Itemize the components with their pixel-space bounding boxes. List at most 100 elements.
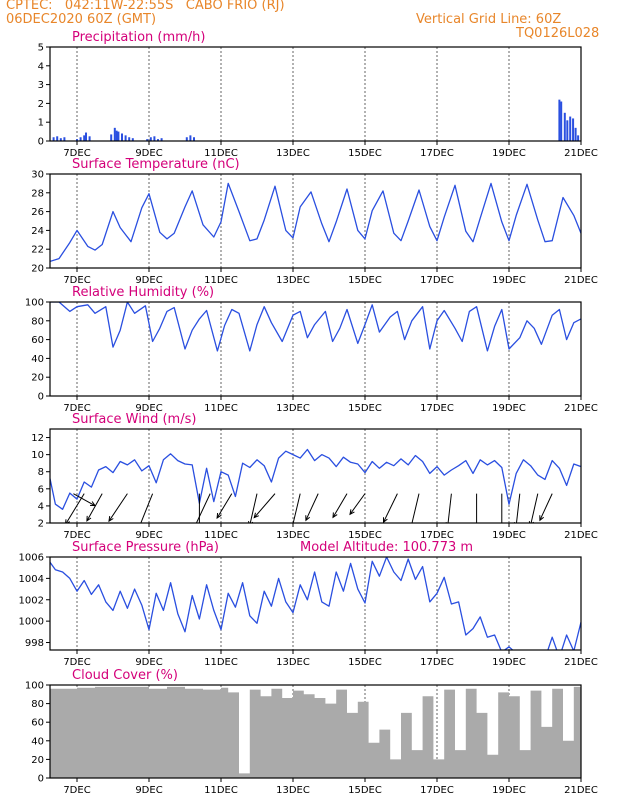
rh-series-line	[50, 302, 581, 352]
precip-bar	[59, 138, 62, 141]
temp-xtick-label: 19DEC	[492, 275, 526, 286]
precip-bar	[115, 130, 118, 141]
wind-arrow-shaft	[216, 493, 233, 519]
wind-arrow-shaft	[65, 493, 85, 523]
pressure-ytick-label: 1002	[19, 595, 44, 606]
wind-xtick-label: 9DEC	[135, 530, 162, 541]
temp-ytick-label: 26	[31, 207, 44, 218]
precip-plot-area	[52, 99, 580, 141]
wind-arrow	[198, 493, 200, 523]
precip-xtick-label: 17DEC	[420, 148, 454, 159]
header-grid-line: Vertical Grid Line: 60Z	[416, 12, 562, 27]
wind-arrow	[140, 493, 154, 523]
wind-arrow-shaft	[249, 493, 258, 523]
temp-xtick-label: 11DEC	[204, 275, 238, 286]
precip-bar	[572, 118, 575, 141]
pressure-panel: 998 1000 1002 1004 1006 7DEC 9DEC 11DEC 13DEC 15D…	[19, 553, 598, 669]
cloud-xtick-label: 7DEC	[63, 785, 90, 796]
precip-bar	[128, 137, 131, 141]
rh-xtick-label: 13DEC	[276, 403, 310, 414]
temp-xtick-label: 15DEC	[348, 275, 382, 286]
precip-bar	[85, 132, 87, 141]
precip-xtick-label: 7DEC	[63, 148, 90, 159]
wind-ytick-label: 2	[38, 519, 44, 530]
precip-xtick-label: 13DEC	[276, 148, 310, 159]
wind-arrow	[332, 493, 348, 519]
precip-ytick-label: 1	[38, 118, 44, 129]
precip-xtick-label: 15DEC	[348, 148, 382, 159]
precip-frame	[49, 46, 582, 142]
rh-ytick-label: 0	[38, 392, 44, 403]
wind-xtick-label: 7DEC	[63, 530, 90, 541]
wind-arrow-shaft	[305, 493, 319, 521]
pressure-ytick-label: 1004	[19, 574, 44, 585]
pressure-xtick-label: 13DEC	[276, 657, 310, 668]
wind-arrow-head	[305, 515, 311, 522]
wind-arrow	[248, 493, 258, 523]
wind-arrow	[108, 493, 128, 523]
cloud-xtick-label: 21DEC	[564, 785, 598, 796]
wind-arrow-shaft	[195, 493, 211, 523]
wind-arrow	[383, 493, 398, 523]
pressure-xtick-label: 21DEC	[564, 657, 598, 668]
precip-bar	[149, 137, 152, 141]
rh-ytick-label: 100	[25, 298, 44, 309]
precip-panel: 0 1 2 3 4 5 7DEC 9DEC 11DEC 13DEC 15DEC 17DEC 19DEC 2…	[38, 43, 598, 160]
wind-xtick-label: 15DEC	[348, 530, 382, 541]
temp-xtick-label: 13DEC	[276, 275, 310, 286]
cloud-ytick-label: 0	[38, 774, 44, 785]
wind-arrow-shaft	[86, 493, 103, 522]
wind-panel: 2 4 6 8 10 12 7DEC 9DEC 11DEC 13DEC 15DEC 17DEC 19DE…	[31, 428, 598, 541]
rh-frame	[49, 301, 582, 397]
wind-arrow-head	[474, 528, 478, 533]
wind-ytick-label: 10	[31, 450, 44, 461]
temp-xtick-label: 17DEC	[420, 275, 454, 286]
rh-xtick-label: 15DEC	[348, 403, 382, 414]
wind-plot-area	[50, 448, 581, 533]
wind-frame	[49, 428, 582, 524]
precip-bar	[52, 137, 55, 141]
precip-bar	[56, 136, 59, 141]
temp-xtick-label: 9DEC	[135, 275, 162, 286]
cloud-xtick-label: 13DEC	[276, 785, 310, 796]
wind-arrow-shaft	[539, 493, 553, 521]
wind-arrow	[539, 493, 553, 522]
precip-bar	[566, 120, 569, 141]
rh-ytick-label: 80	[31, 316, 44, 327]
temp-ytick-label: 30	[31, 170, 44, 181]
rh-xtick-label: 21DEC	[564, 403, 598, 414]
wind-arrow	[253, 493, 276, 519]
precip-bar	[189, 135, 192, 141]
cloud-frame	[49, 684, 582, 779]
rh-xtick-label: 7DEC	[63, 403, 90, 414]
temp-frame	[49, 173, 582, 269]
pressure-frame	[49, 556, 582, 651]
precip-bar	[558, 99, 561, 141]
wind-xtick-label: 17DEC	[420, 530, 454, 541]
precip-bar	[574, 127, 577, 141]
wind-series-line	[50, 448, 581, 510]
precip-bar	[560, 101, 563, 141]
cloud-xtick-label: 19DEC	[492, 785, 526, 796]
precip-xtick-label: 19DEC	[492, 148, 526, 159]
precip-bar	[79, 137, 82, 141]
wind-arrow-head	[349, 509, 355, 516]
wind-arrow-head	[86, 515, 92, 522]
precip-title: Precipitation (mm/h)	[72, 30, 205, 45]
pressure-title: Surface Pressure (hPa)	[72, 540, 219, 555]
wind-ytick-label: 4	[38, 501, 44, 512]
wind-title: Surface Wind (m/s)	[72, 412, 196, 427]
wind-arrow-head	[253, 512, 259, 519]
precip-bar	[160, 138, 163, 141]
wind-arrow	[305, 493, 319, 522]
cloud-ytick-label: 60	[31, 718, 44, 729]
rh-ytick-label: 60	[31, 335, 44, 346]
pressure-xtick-label: 11DEC	[204, 657, 238, 668]
precip-bar	[193, 137, 195, 141]
wind-xtick-label: 21DEC	[564, 530, 598, 541]
precip-bar	[131, 138, 134, 141]
cloud-area	[50, 686, 581, 778]
temp-xtick-label: 21DEC	[564, 275, 598, 286]
pressure-xtick-label: 7DEC	[63, 657, 90, 668]
temp-title: Surface Temperature (nC)	[72, 157, 240, 172]
